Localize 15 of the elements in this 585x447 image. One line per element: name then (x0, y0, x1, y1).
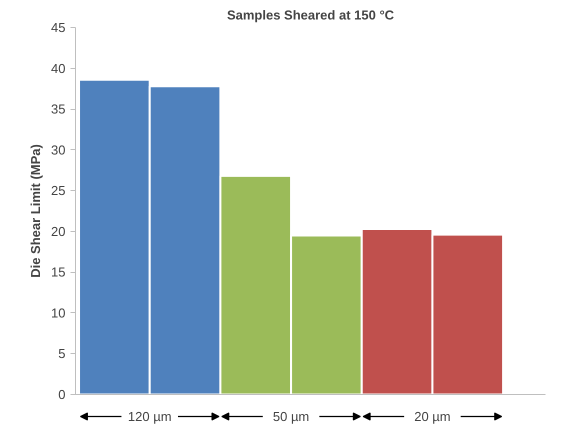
y-tick-label: 35 (51, 102, 66, 117)
y-tick-label: 30 (51, 142, 66, 158)
y-axis-title: Die Shear Limit (MPa) (28, 144, 44, 278)
text: 50 µm (272, 409, 310, 424)
y-tick-label: 45 (51, 20, 66, 35)
y-tick-label: 20 (51, 224, 66, 239)
text: 20 µm (414, 409, 451, 424)
chart-title: Samples Sheared at 150 °C (226, 8, 395, 22)
text: 120 µm (128, 409, 172, 424)
y-tick-label: 15 (51, 264, 66, 280)
y-tick-label: 10 (51, 305, 66, 320)
y-tick-label: 5 (58, 346, 66, 362)
y-tick-label: 25 (51, 183, 66, 198)
y-tick-label: 40 (51, 60, 66, 76)
y-tick-label: 0 (58, 387, 66, 402)
